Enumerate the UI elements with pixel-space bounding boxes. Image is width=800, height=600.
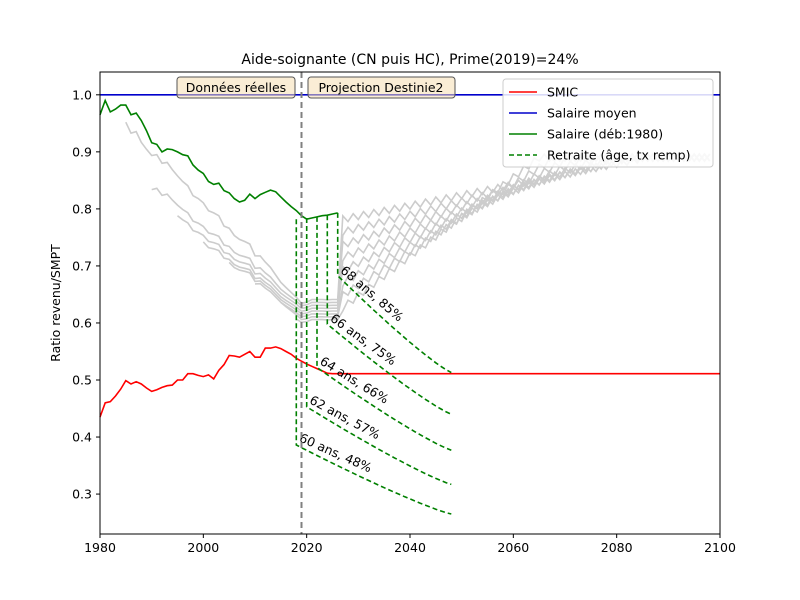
legend-label: Retraite (âge, tx remp)	[547, 148, 690, 163]
x-tick-label: 2060	[497, 540, 529, 555]
retirement-line	[295, 219, 452, 515]
box-real-data	[176, 76, 296, 99]
x-tick-label: 2100	[704, 540, 736, 555]
y-tick-label: 0.5	[72, 373, 92, 388]
retirement-line	[336, 212, 452, 374]
retirement-line	[305, 218, 452, 486]
legend-label: Salaire (déb:1980)	[547, 127, 663, 142]
series-line-salaire-d-b-1980-	[99, 98, 338, 221]
legend-label: SMIC	[547, 85, 578, 100]
box-projection	[307, 76, 456, 99]
x-tick-label: 2040	[394, 540, 426, 555]
series-line-smic	[99, 346, 720, 418]
annotation-boxes: Données réelles Projection Destinie2	[176, 76, 456, 99]
y-axis-label: Ratio revenu/SMPT	[48, 244, 63, 362]
y-tick-label: 0.3	[72, 487, 92, 502]
x-tick-label: 2020	[291, 540, 323, 555]
x-tick-label: 2080	[601, 540, 633, 555]
x-tick-label: 1980	[84, 540, 116, 555]
legend-label: Salaire moyen	[547, 106, 637, 121]
y-tick-label: 0.7	[72, 258, 92, 273]
y-tick-label: 0.6	[72, 315, 92, 330]
legend-box	[502, 78, 714, 168]
retirement-line	[316, 216, 452, 451]
y-tick-label: 1.0	[72, 87, 92, 102]
chart-title: Aide-soignante (CN puis HC), Prime(2019)…	[241, 52, 578, 68]
y-tick-label: 0.8	[72, 201, 92, 216]
axis-ticks: 1980 2000 2020 2040 2060 2080 2100 0.3 0.4 0.5 0.6…	[72, 87, 736, 555]
box-projection-label: Projection Destinie2	[318, 80, 443, 95]
retirement-line	[326, 215, 452, 415]
y-tick-label: 0.9	[72, 144, 92, 159]
box-real-data-label: Données réelles	[186, 80, 286, 95]
y-tick-label: 0.4	[72, 430, 92, 445]
legend: SMIC Salaire moyen Salaire (déb:1980) Retra…	[502, 78, 714, 168]
x-tick-label: 2000	[187, 540, 219, 555]
